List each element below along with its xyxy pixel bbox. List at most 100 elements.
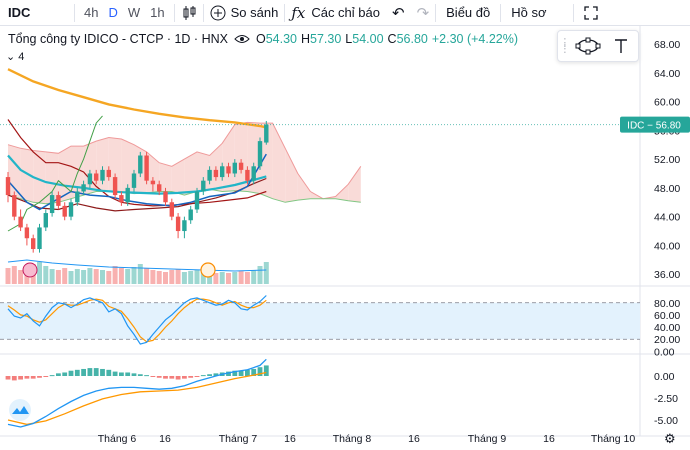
volume-bar bbox=[188, 271, 194, 284]
macd-histogram-bar bbox=[87, 368, 93, 376]
candle-body bbox=[138, 155, 143, 174]
chart-type-button[interactable]: Biểu đồ bbox=[446, 5, 491, 20]
open-value: 54.30 bbox=[265, 32, 297, 46]
main-price-pane[interactable] bbox=[0, 68, 690, 437]
macd-histogram-bar bbox=[30, 376, 36, 379]
macd-histogram-bar bbox=[24, 376, 30, 379]
macd-tick-label: -5.00 bbox=[654, 415, 678, 427]
volume-bar bbox=[175, 269, 181, 284]
macd-histogram-bar bbox=[182, 376, 187, 379]
earnings-marker-icon[interactable] bbox=[200, 262, 216, 278]
dividend-marker-icon[interactable] bbox=[22, 262, 38, 278]
candle-body bbox=[87, 173, 93, 185]
interval-4h-button[interactable]: 4h bbox=[84, 5, 99, 20]
volume-bar bbox=[118, 268, 124, 284]
candle-body bbox=[201, 180, 206, 192]
volume-bar bbox=[232, 272, 238, 284]
volume-bar bbox=[106, 271, 112, 284]
time-tick-label: Tháng 6 bbox=[98, 433, 137, 445]
candle-body bbox=[94, 173, 99, 181]
compare-button[interactable]: So sánh bbox=[204, 0, 285, 26]
macd-histogram-bar bbox=[100, 368, 105, 376]
redo-icon: ↷ bbox=[416, 4, 430, 22]
drag-handle-icon[interactable]: ⋮ ⋮ bbox=[559, 37, 571, 55]
volume-bar bbox=[156, 271, 162, 284]
macd-histogram-bar bbox=[226, 371, 231, 376]
candle-body bbox=[169, 202, 174, 217]
high-label: H bbox=[300, 32, 311, 46]
cloud-span-a-line bbox=[7, 121, 362, 200]
macd-histogram-bar bbox=[74, 369, 80, 376]
indicators-collapse-toggle[interactable]: ⌄ 4 bbox=[6, 50, 24, 63]
macd-histogram-bar bbox=[81, 368, 86, 376]
macd-histogram-bar bbox=[68, 370, 74, 376]
shape-tool-button[interactable] bbox=[572, 31, 605, 61]
toolbar-divider bbox=[173, 3, 175, 22]
interval-d-button[interactable]: D bbox=[108, 5, 118, 20]
candle-body bbox=[100, 169, 105, 181]
macd-histogram-bar bbox=[232, 370, 238, 376]
candle-body bbox=[157, 184, 162, 192]
price-tick-label: 60.00 bbox=[654, 97, 680, 109]
fullscreen-button[interactable] bbox=[574, 0, 608, 26]
candle-body bbox=[68, 202, 74, 217]
indicators-button[interactable]: ƒx Các chỉ báo bbox=[285, 0, 386, 26]
text-tool-button[interactable] bbox=[605, 31, 638, 61]
chevron-down-icon: ⌄ bbox=[6, 51, 16, 63]
redo-button[interactable]: ↷ bbox=[411, 0, 436, 26]
time-tick-label: Tháng 8 bbox=[333, 433, 372, 445]
indicators-label: Các chỉ báo bbox=[311, 5, 380, 20]
volume-bar bbox=[181, 272, 187, 284]
price-axis[interactable]: 68.0064.0060.0056.0052.0048.0044.0040.00… bbox=[620, 26, 690, 436]
volume-bar bbox=[144, 268, 150, 284]
ichimoku-cloud-segment bbox=[247, 122, 260, 194]
candle-body bbox=[31, 238, 36, 250]
stochastic-tick-label: 60.00 bbox=[654, 310, 680, 322]
macd-histogram-bar bbox=[106, 369, 112, 376]
candle-body bbox=[182, 220, 187, 232]
volume-bar bbox=[55, 270, 61, 284]
ichimoku-cloud-segment bbox=[222, 124, 235, 192]
macd-histogram-bar bbox=[49, 375, 55, 377]
interval-1h-button[interactable]: 1h bbox=[150, 5, 165, 20]
time-axis[interactable]: Tháng 6 16 Tháng 7 16 Tháng 8 16 Tháng 9 16 Thán… bbox=[98, 432, 676, 447]
undo-icon: ↶ bbox=[391, 4, 405, 22]
undo-button[interactable]: ↶ bbox=[386, 0, 411, 26]
last-price-label: IDC − 56.80 bbox=[627, 121, 681, 132]
settings-gear-icon[interactable]: ⚙ bbox=[664, 432, 676, 447]
volume-bar bbox=[238, 271, 244, 284]
candle-type-button[interactable] bbox=[175, 0, 203, 26]
logo-icon bbox=[9, 399, 31, 421]
volume-bar bbox=[244, 272, 250, 284]
ichimoku-red-line bbox=[7, 119, 267, 207]
cyan-ma-line bbox=[7, 154, 267, 195]
candle-body bbox=[251, 166, 256, 181]
candle-body bbox=[125, 187, 130, 203]
ichimoku-cloud-segment bbox=[96, 137, 109, 192]
cloud-span-b-line bbox=[7, 188, 361, 205]
volume-bar bbox=[112, 266, 118, 284]
price-tick-label: 68.00 bbox=[654, 39, 680, 51]
toolbar-divider bbox=[435, 3, 437, 22]
ichimoku-cloud-segment bbox=[58, 146, 71, 203]
candle-body bbox=[245, 169, 250, 181]
volume-bar bbox=[68, 271, 74, 284]
ichimoku-cloud-segment bbox=[121, 138, 134, 194]
volume-bar bbox=[263, 262, 269, 284]
macd-histogram-bar bbox=[251, 368, 257, 376]
volume-bar bbox=[150, 270, 156, 284]
volume-bar bbox=[24, 272, 30, 284]
macd-pane[interactable]: 0.00 -2.50 -5.00 bbox=[5, 358, 678, 428]
last-price-badge bbox=[620, 116, 690, 133]
chart-area[interactable]: 68.0064.0060.0056.0052.0048.0044.0040.00… bbox=[0, 26, 690, 450]
macd-tick-label: -2.50 bbox=[654, 393, 678, 405]
volume-bar bbox=[194, 270, 200, 284]
profile-button[interactable]: Hồ sơ bbox=[511, 5, 547, 20]
interval-w-button[interactable]: W bbox=[127, 5, 141, 20]
ichimoku-cloud-segment bbox=[197, 151, 210, 192]
candle-body bbox=[175, 216, 181, 232]
symbol-search-button[interactable]: IDC bbox=[8, 5, 31, 20]
candle-body bbox=[18, 216, 23, 228]
eye-icon[interactable] bbox=[234, 33, 250, 45]
